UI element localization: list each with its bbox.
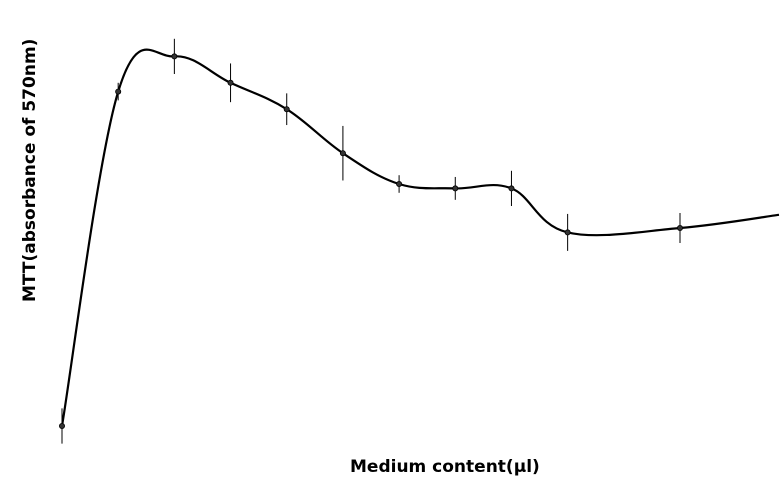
data-point [171, 53, 178, 60]
error-bars [61, 38, 681, 444]
data-point [677, 224, 684, 231]
data-point [227, 79, 234, 86]
data-points [59, 53, 684, 429]
series-line [60, 48, 780, 427]
data-point [508, 185, 515, 192]
data-point [396, 180, 403, 187]
data-point [564, 229, 571, 236]
data-point [59, 422, 66, 429]
x-axis-label: Medium content(µl) [350, 457, 540, 477]
y-axis-label: MTT(absorbance of 570nm) [20, 38, 40, 302]
data-point [115, 88, 122, 95]
data-point [283, 106, 290, 113]
data-point [339, 150, 346, 157]
data-point [452, 185, 459, 192]
